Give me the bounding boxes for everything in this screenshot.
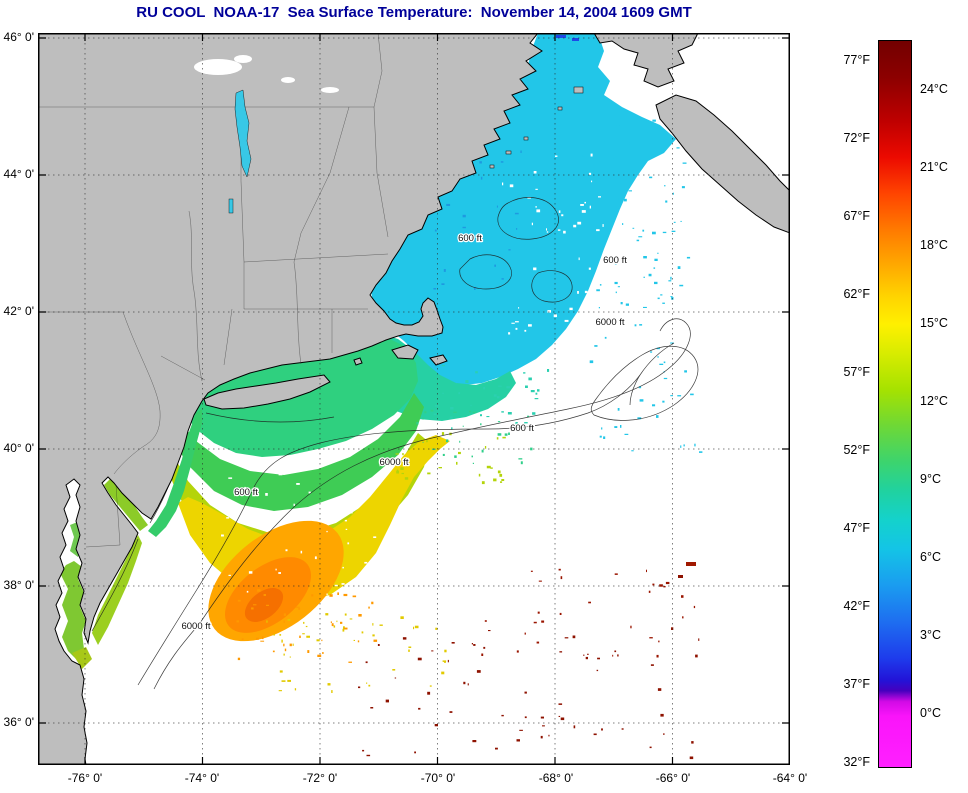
colorbar-f-label: 57°F bbox=[843, 365, 870, 379]
sst-nj-coastal bbox=[148, 409, 202, 537]
sst-warm-hot-core bbox=[244, 588, 284, 622]
lakes bbox=[228, 89, 252, 214]
colorbar-c-label: 0°C bbox=[920, 706, 941, 720]
contour-label: 600 ft bbox=[458, 233, 482, 244]
land-marthas-vineyard bbox=[391, 344, 419, 360]
contour-label: 600 ft bbox=[510, 423, 534, 434]
x-tick-label: -72° 0' bbox=[302, 771, 338, 785]
land-nova-scotia bbox=[655, 94, 790, 234]
colorbar-gradient bbox=[878, 40, 912, 768]
sst-layer bbox=[60, 33, 676, 669]
plot-frame bbox=[38, 33, 790, 765]
colorbar-f-label: 62°F bbox=[843, 287, 870, 301]
rivers bbox=[188, 210, 302, 382]
y-tick-label: 42° 0' bbox=[3, 304, 34, 318]
sst-delaware-bay bbox=[104, 479, 148, 531]
y-tick-label: 36° 0' bbox=[3, 715, 34, 729]
x-tick-label: -74° 0' bbox=[184, 771, 220, 785]
land-small-islands bbox=[489, 86, 584, 169]
colorbar-f-label: 72°F bbox=[843, 131, 870, 145]
lake-champlain bbox=[234, 89, 252, 178]
land-block-island bbox=[353, 357, 363, 366]
colorbar-c-label: 18°C bbox=[920, 238, 948, 252]
lake-george bbox=[228, 198, 234, 214]
y-tick-label: 40° 0' bbox=[3, 441, 34, 455]
colorbar-f-label: 47°F bbox=[843, 521, 870, 535]
colorbar-c-label: 9°C bbox=[920, 472, 941, 486]
x-tick-label: -68° 0' bbox=[538, 771, 574, 785]
land-long-island bbox=[203, 374, 331, 410]
figure-title: RU COOL NOAA-17 Sea Surface Temperature:… bbox=[136, 4, 692, 21]
x-tick-label: -70° 0' bbox=[420, 771, 456, 785]
colorbar-f-label: 37°F bbox=[843, 677, 870, 691]
contour-label: 6000 ft bbox=[595, 317, 624, 328]
contour-label: 600 ft bbox=[603, 255, 627, 266]
y-tick-label: 46° 0' bbox=[3, 30, 34, 44]
axis-tick-marks bbox=[38, 33, 790, 765]
colorbar-c-label: 15°C bbox=[920, 316, 948, 330]
sst-gulf-of-maine-cyan bbox=[370, 33, 676, 385]
colorbar-f-label: 42°F bbox=[843, 599, 870, 613]
sst-delmarva-coastal bbox=[92, 535, 142, 645]
sst-map-canvas: 600 ft 600 ft 6000 ft 600 ft 6000 ft 600… bbox=[38, 33, 790, 765]
sst-chesapeake-mouth bbox=[72, 647, 92, 669]
colorbar-f-label: 32°F bbox=[843, 755, 870, 769]
colorbar-c-label: 24°C bbox=[920, 82, 948, 96]
colorbar-c-label: 6°C bbox=[920, 550, 941, 564]
x-tick-label: -76° 0' bbox=[67, 771, 103, 785]
colorbar-c-label: 12°C bbox=[920, 394, 948, 408]
colorbar-f-label: 52°F bbox=[843, 443, 870, 457]
colorbar-f-label: 77°F bbox=[843, 53, 870, 67]
contour-label: 6000 ft bbox=[181, 621, 210, 632]
cloud-patches bbox=[194, 55, 339, 93]
latlon-grid bbox=[38, 33, 790, 765]
colorbar-f-label: 67°F bbox=[843, 209, 870, 223]
land-nantucket bbox=[429, 354, 448, 366]
contour-label: 600 ft bbox=[234, 487, 258, 498]
land-new-brunswick bbox=[593, 33, 699, 88]
x-tick-label: -66° 0' bbox=[655, 771, 691, 785]
y-tick-label: 38° 0' bbox=[3, 578, 34, 592]
x-tick-label: -64° 0' bbox=[772, 771, 808, 785]
y-tick-label: 44° 0' bbox=[3, 167, 34, 181]
colorbar-c-label: 21°C bbox=[920, 160, 948, 174]
contour-labels: 600 ft 600 ft 6000 ft 600 ft 6000 ft 600… bbox=[180, 232, 628, 634]
contour-label: 6000 ft bbox=[379, 457, 408, 468]
bathymetry-contours bbox=[91, 197, 699, 690]
sst-shelf-green bbox=[174, 393, 424, 511]
state-borders bbox=[38, 33, 389, 548]
land-layer bbox=[38, 33, 790, 765]
land-mainland bbox=[38, 33, 543, 765]
colorbar-c-label: 3°C bbox=[920, 628, 941, 642]
